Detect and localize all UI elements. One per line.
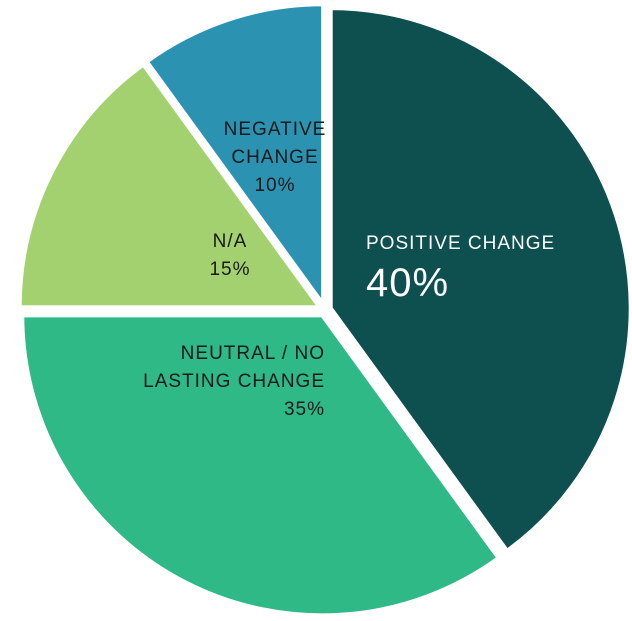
value-label: 35% (283, 399, 325, 420)
slice-label: NEGATIVE CHANGE 10% (210, 116, 340, 200)
slice (17, 61, 324, 310)
slice-label: POSITIVE CHANGE 40% (366, 230, 586, 308)
value-label: 40% (366, 261, 450, 305)
slice (20, 313, 502, 618)
category-label: NEUTRAL / NO LASTING CHANGE (143, 343, 325, 392)
category-label: N/A (212, 231, 248, 252)
value-label: 10% (254, 175, 296, 196)
slice (144, 2, 326, 311)
slice (328, 6, 632, 554)
category-label: NEGATIVE CHANGE (223, 119, 327, 168)
slice-label: N/A 15% (170, 228, 290, 284)
value-label: 15% (209, 259, 251, 280)
slice-label: NEUTRAL / NO LASTING CHANGE 35% (120, 340, 325, 424)
category-label: POSITIVE CHANGE (366, 233, 556, 254)
